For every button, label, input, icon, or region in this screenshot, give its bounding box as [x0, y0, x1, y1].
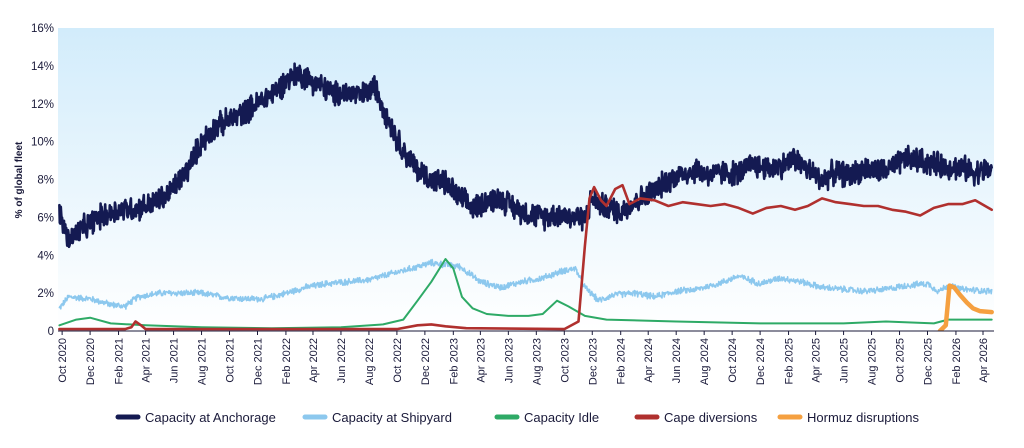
legend-label: Capacity at Anchorage	[145, 410, 276, 425]
y-tick-label: 16%	[31, 23, 54, 35]
series-line-capacity-at-shipyard	[58, 258, 993, 310]
x-tick-label: Apr 2025	[811, 338, 823, 383]
x-tick-label: Apr 2026	[978, 338, 990, 383]
y-tick-label: 10%	[31, 137, 54, 149]
series-line-hormuz-disruptions	[937, 283, 994, 331]
x-tick-label: Jun 2021	[169, 338, 181, 383]
x-tick-label: Feb 2026	[951, 338, 963, 384]
x-tick-label: Feb 2022	[281, 338, 293, 384]
x-tick-label: Dec 2023	[587, 338, 599, 385]
x-tick-label: Oct 2023	[559, 338, 571, 383]
x-tick-label: Aug 2022	[364, 338, 376, 385]
x-tick-label: Dec 2020	[85, 338, 97, 385]
x-tick-label: Dec 2025	[923, 338, 935, 385]
x-tick-label: Dec 2022	[420, 338, 432, 385]
legend-label: Capacity Idle	[524, 410, 599, 425]
series-line-capacity-at-anchorage	[58, 62, 993, 249]
x-tick-label: Aug 2024	[699, 338, 711, 385]
y-axis-label: % of global fleet	[14, 141, 25, 218]
x-tick-label: Apr 2023	[475, 338, 487, 383]
x-tick-label: Jun 2023	[503, 338, 515, 383]
legend-label: Hormuz disruptions	[807, 410, 919, 425]
y-tick-label: 0	[48, 326, 54, 338]
y-tick-label: 12%	[31, 99, 54, 111]
y-tick-label: 8%	[37, 175, 54, 187]
series-line-capacity-idle	[58, 258, 993, 330]
x-tick-label: Aug 2021	[197, 338, 209, 385]
legend-label: Cape diversions	[664, 410, 758, 425]
x-tick-label: Feb 2024	[616, 338, 628, 384]
legend: Capacity at Anchorage Capacity at Shipyar…	[115, 410, 919, 425]
x-axis: Oct 2020 Dec 2020 Feb 2021 Apr 2021 Jun 2021…	[57, 331, 990, 385]
x-tick-label: Dec 2024	[755, 338, 767, 385]
y-tick-label: 4%	[37, 250, 54, 262]
x-tick-label: Oct 2022	[392, 338, 404, 383]
x-tick-label: Feb 2025	[784, 338, 796, 384]
x-tick-label: Feb 2021	[114, 338, 126, 384]
x-tick-label: Feb 2023	[448, 338, 460, 384]
series-layer	[58, 62, 994, 331]
x-tick-label: Apr 2022	[308, 338, 320, 383]
x-tick-label: Aug 2025	[867, 338, 879, 385]
legend-label: Capacity at Shipyard	[332, 410, 452, 425]
y-tick-label: 14%	[31, 61, 54, 73]
x-tick-label: Apr 2021	[141, 338, 153, 383]
x-tick-label: Jun 2025	[839, 338, 851, 383]
x-tick-label: Apr 2024	[643, 338, 655, 383]
x-tick-label: Oct 2025	[895, 338, 907, 383]
y-tick-label: 6%	[37, 212, 54, 224]
x-tick-label: Jun 2022	[336, 338, 348, 383]
x-tick-label: Jun 2024	[671, 338, 683, 383]
y-axis: 0 2% 4% 6% 8% 10% 12% 14% 16%	[31, 23, 54, 338]
x-tick-label: Dec 2021	[252, 338, 264, 385]
x-tick-label: Aug 2023	[531, 338, 543, 385]
x-tick-label: Oct 2021	[225, 338, 237, 383]
series-line-cape-diversions	[58, 183, 993, 331]
x-tick-label: Oct 2020	[57, 338, 69, 383]
x-tick-label: Oct 2024	[727, 338, 739, 383]
y-tick-label: 2%	[37, 288, 54, 300]
